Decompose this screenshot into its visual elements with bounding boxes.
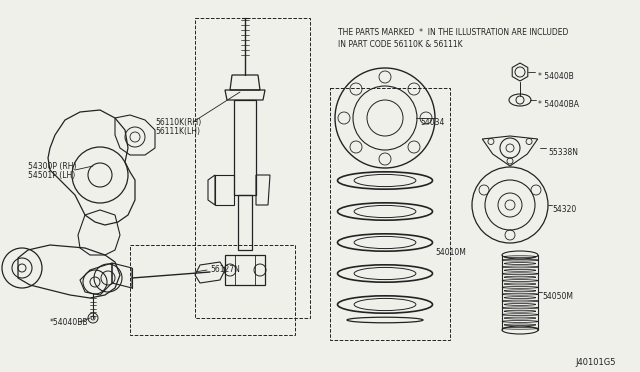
Text: 54010M: 54010M: [435, 248, 466, 257]
Text: *54040BB: *54040BB: [50, 318, 88, 327]
Text: 54300P (RH): 54300P (RH): [28, 162, 77, 171]
Text: 56111K(LH): 56111K(LH): [155, 127, 200, 136]
Text: 54050M: 54050M: [542, 292, 573, 301]
Text: 56127N: 56127N: [210, 265, 240, 274]
Text: * 54040B: * 54040B: [538, 72, 573, 81]
Text: 56110K(RH): 56110K(RH): [155, 118, 201, 127]
Text: 54034: 54034: [420, 118, 444, 127]
Text: 54320: 54320: [552, 205, 576, 214]
Text: 54501P (LH): 54501P (LH): [28, 171, 76, 180]
Text: THE PARTS MARKED  *  IN THE ILLUSTRATION ARE INCLUDED: THE PARTS MARKED * IN THE ILLUSTRATION A…: [338, 28, 568, 37]
Text: IN PART CODE 56110K & 56111K: IN PART CODE 56110K & 56111K: [338, 40, 463, 49]
Text: 55338N: 55338N: [548, 148, 578, 157]
Text: J40101G5: J40101G5: [575, 358, 616, 367]
Text: * 54040BA: * 54040BA: [538, 100, 579, 109]
